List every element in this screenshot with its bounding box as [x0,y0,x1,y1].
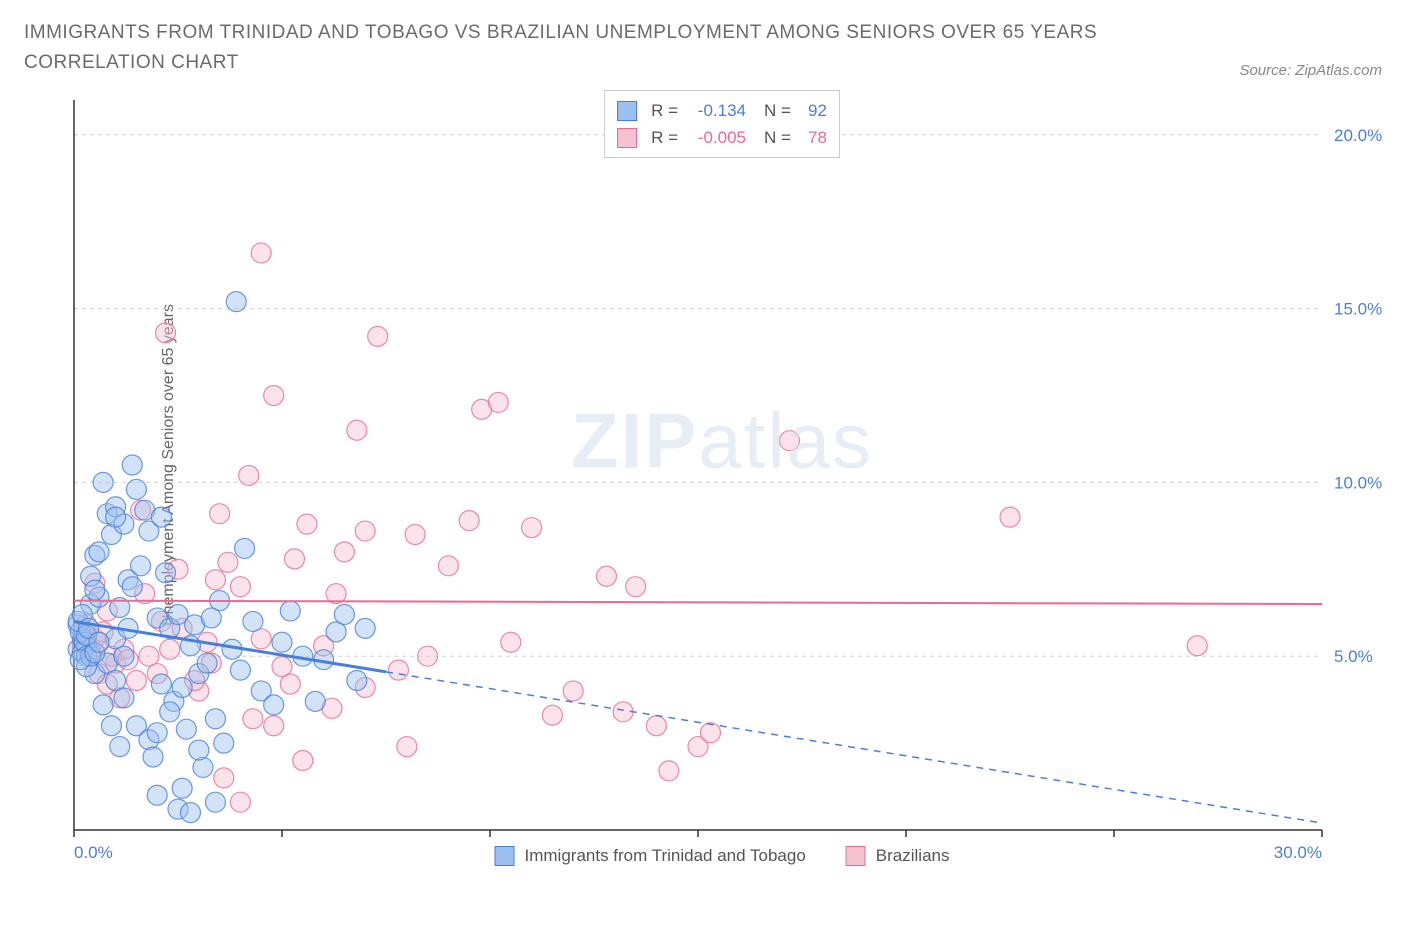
svg-text:20.0%: 20.0% [1334,126,1382,145]
svg-text:15.0%: 15.0% [1334,300,1382,319]
legend-r-value-0: -0.134 [688,97,746,124]
legend-swatch-1 [617,128,637,148]
svg-text:30.0%: 30.0% [1274,843,1322,862]
svg-text:10.0%: 10.0% [1334,473,1382,492]
scatter-chart-svg: 5.0% 10.0% 15.0% 20.0% 0.0% 30.0% [62,90,1382,870]
legend-correlation-box: R = -0.134 N = 92 R = -0.005 N = 78 [604,90,840,158]
svg-text:0.0%: 0.0% [74,843,113,862]
legend-swatch-bottom-1 [846,846,866,866]
legend-swatch-0 [617,101,637,121]
legend-r-value-1: -0.005 [688,124,746,151]
chart-title: IMMIGRANTS FROM TRINIDAD AND TOBAGO VS B… [24,18,1124,79]
legend-n-value-1: 78 [801,124,827,151]
legend-item-0: Immigrants from Trinidad and Tobago [495,846,806,866]
legend-label-0: Immigrants from Trinidad and Tobago [525,846,806,866]
legend-item-1: Brazilians [846,846,950,866]
legend-r-label: R = [651,124,678,151]
legend-label-1: Brazilians [876,846,950,866]
legend-row-series-1: R = -0.005 N = 78 [617,124,827,151]
legend-r-label: R = [651,97,678,124]
legend-swatch-bottom-0 [495,846,515,866]
legend-row-series-0: R = -0.134 N = 92 [617,97,827,124]
chart-area: 5.0%10.0%15.0%20.0%0.0%30.0% ZIPatlas R … [62,90,1382,870]
legend-series-names: Immigrants from Trinidad and Tobago Braz… [495,846,950,866]
legend-n-label: N = [764,124,791,151]
source-attribution: Source: ZipAtlas.com [1239,62,1382,79]
legend-n-value-0: 92 [801,97,827,124]
legend-n-label: N = [764,97,791,124]
svg-text:5.0%: 5.0% [1334,647,1373,666]
